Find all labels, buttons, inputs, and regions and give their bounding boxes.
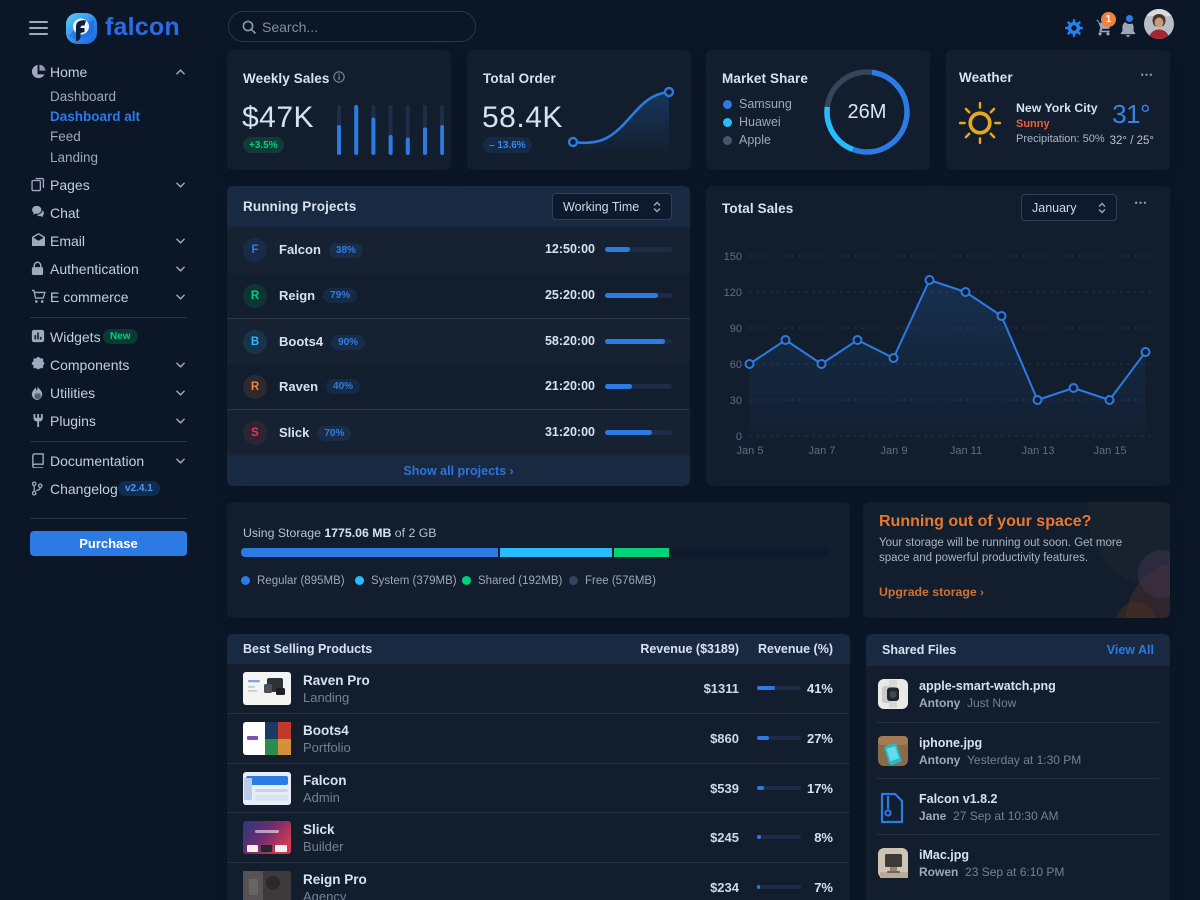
svg-text:Jan 5: Jan 5: [737, 445, 764, 457]
svg-text:Jan 11: Jan 11: [950, 445, 982, 457]
svg-text:Jan 7: Jan 7: [809, 445, 836, 457]
svg-text:60: 60: [730, 359, 742, 371]
svg-text:0: 0: [736, 431, 742, 443]
svg-text:120: 120: [724, 287, 742, 299]
svg-text:Jan 9: Jan 9: [881, 445, 908, 457]
svg-text:Jan 15: Jan 15: [1093, 445, 1126, 457]
svg-text:150: 150: [724, 251, 742, 263]
svg-text:30: 30: [730, 395, 742, 407]
svg-text:90: 90: [730, 323, 742, 335]
svg-text:Jan 13: Jan 13: [1021, 445, 1054, 457]
